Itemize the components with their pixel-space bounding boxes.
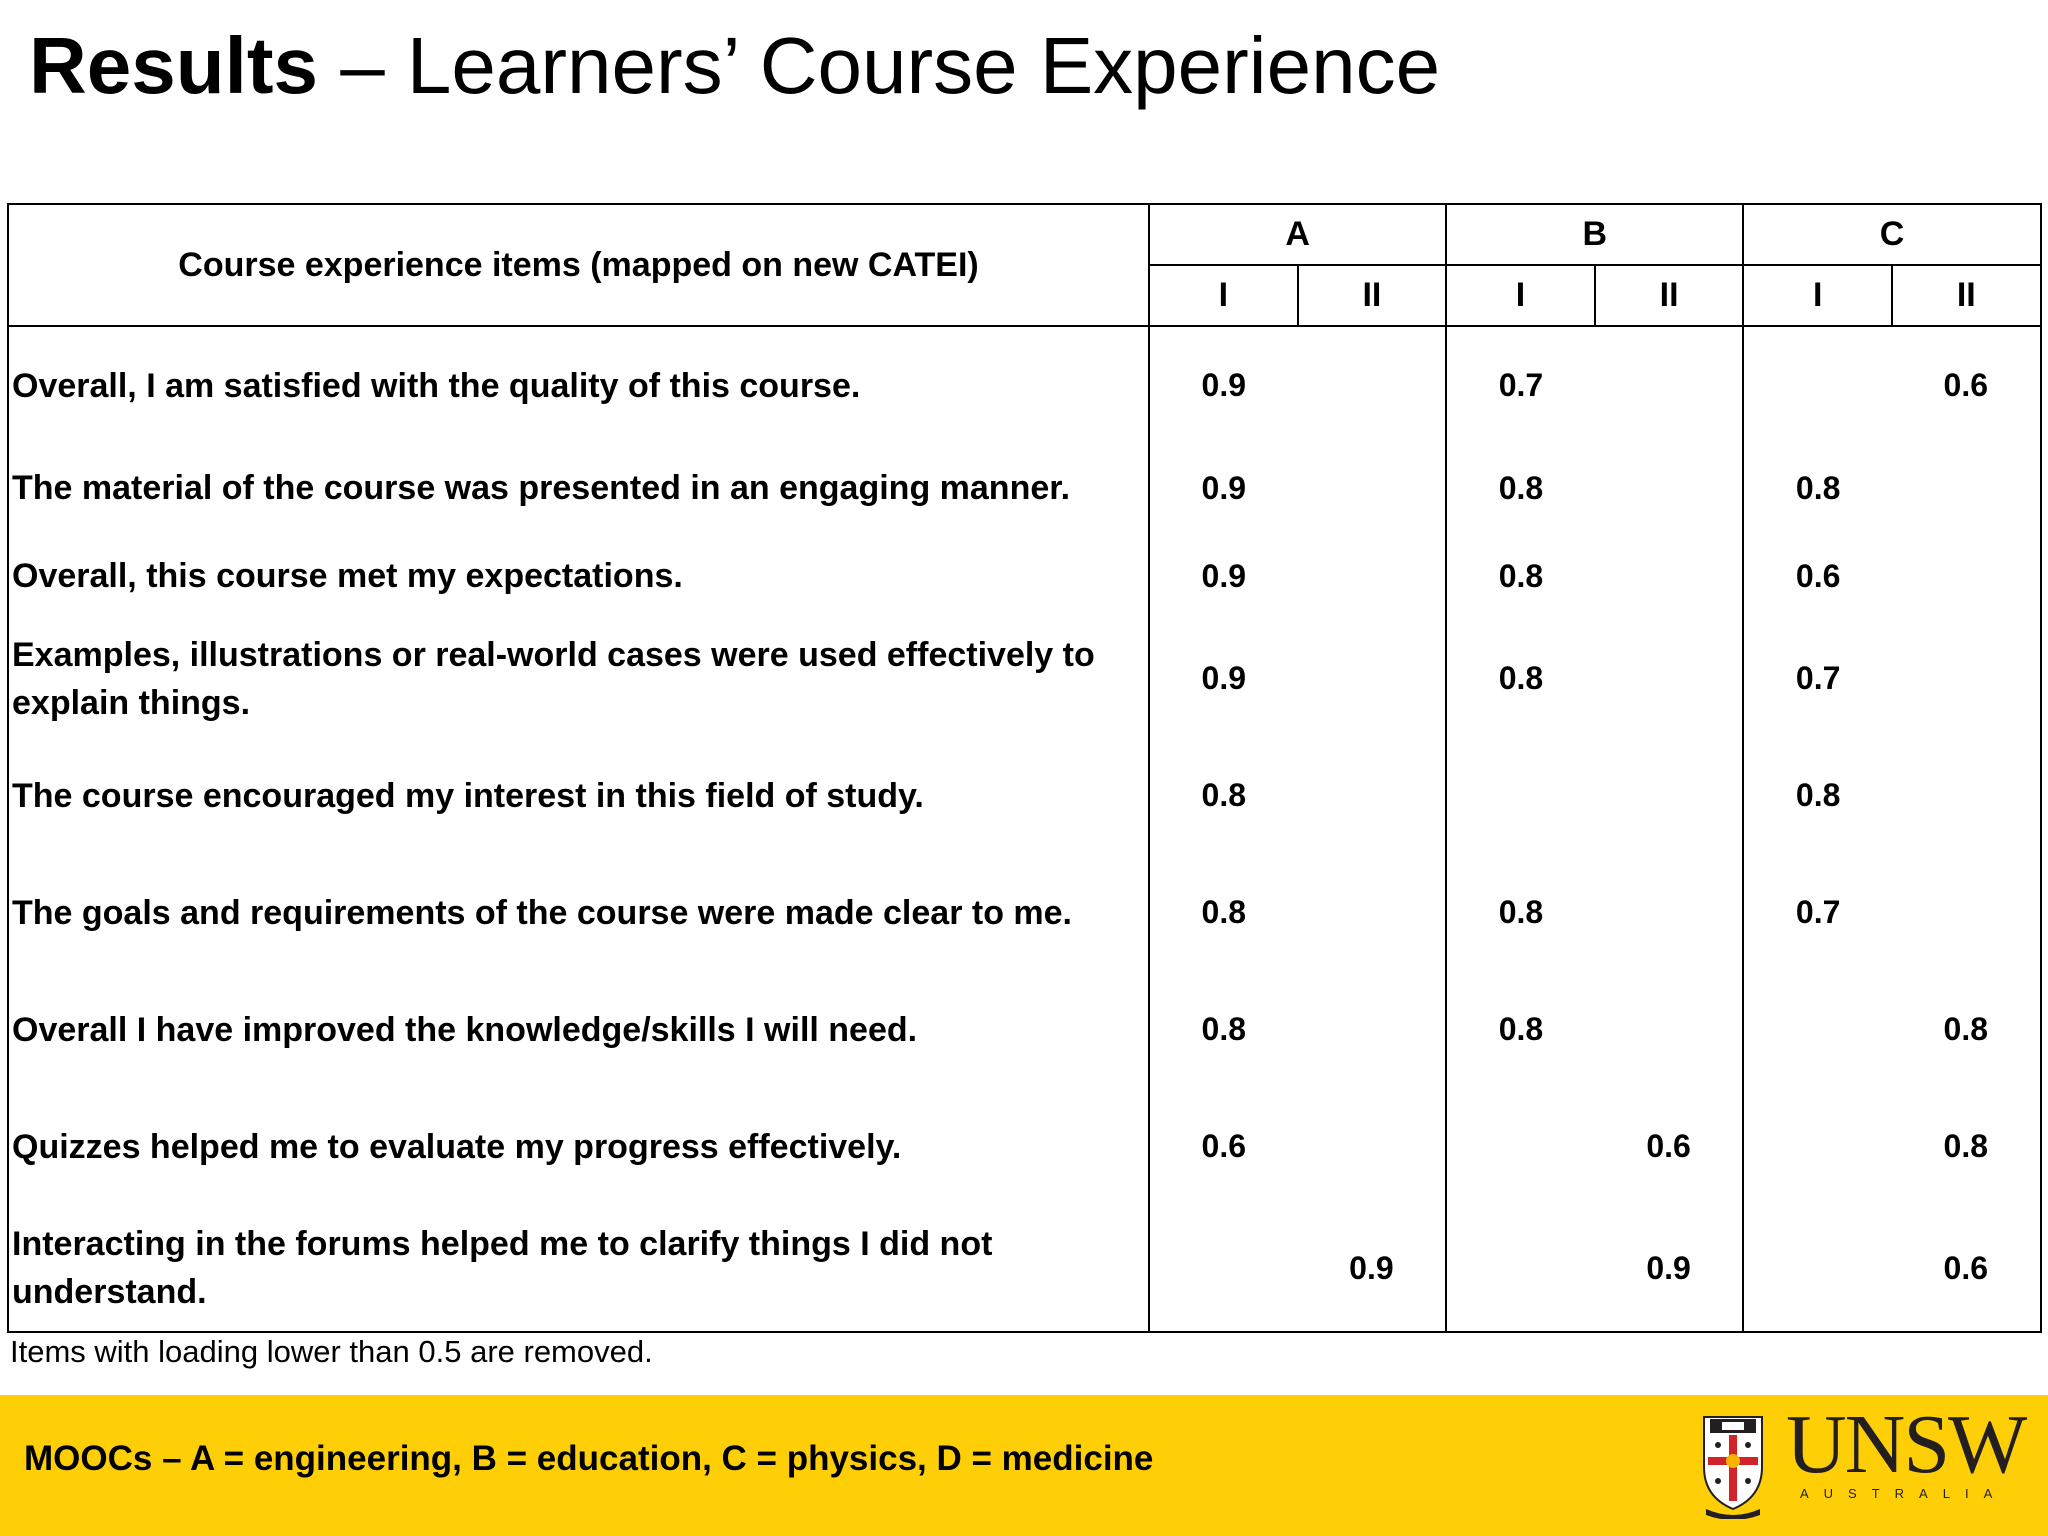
loading-value	[1891, 532, 2042, 620]
loading-value	[1446, 737, 1595, 854]
table-row: The material of the course was presented…	[7, 444, 2042, 532]
loading-value	[1297, 1088, 1448, 1205]
subheader-c-ii: II	[1890, 264, 2042, 327]
loading-value	[1297, 532, 1448, 620]
loading-value	[1297, 620, 1448, 737]
loading-value	[1594, 737, 1745, 854]
loading-value: 0.7	[1795, 894, 1841, 930]
unsw-wordmark-sub: AUSTRALIA	[1800, 1486, 2008, 1501]
loading-value: 0.6	[1891, 326, 2042, 444]
footnote: Items with loading lower than 0.5 are re…	[10, 1334, 653, 1369]
loading-value: 0.9	[1594, 1205, 1745, 1333]
unsw-crest-icon	[1703, 1416, 1763, 1519]
subheader-a-i: I	[1148, 264, 1299, 327]
subheader-a-ii: II	[1296, 264, 1448, 327]
group-header-c: C	[1742, 203, 2042, 266]
loading-value: 0.9	[1297, 1205, 1448, 1333]
page-title: Results – Learners’ Course Experience	[29, 18, 1440, 114]
loading-value	[1297, 444, 1448, 532]
loading-value: 0.7	[1498, 367, 1544, 403]
loading-value: 0.9	[1201, 469, 1247, 506]
loading-value: 0.8	[1201, 777, 1247, 813]
loading-value	[1743, 326, 1892, 444]
loading-value	[1297, 737, 1448, 854]
loading-value	[1743, 1088, 1892, 1205]
table-row: Overall, I am satisfied with the quality…	[7, 326, 2042, 444]
table-row: Overall I have improved the knowledge/sk…	[7, 971, 2042, 1088]
loading-value: 0.7	[1795, 660, 1841, 696]
subheader-b-ii: II	[1593, 264, 1745, 327]
loading-value: 0.8	[1498, 660, 1544, 696]
loading-value: 0.9	[1201, 660, 1247, 696]
course-experience-table: Course experience items (mapped on new C…	[7, 203, 2042, 1333]
table-row: Interacting in the forums helped me to c…	[7, 1205, 2042, 1333]
loading-value: 0.8	[1201, 1011, 1247, 1047]
item-label: Overall, this course met my expectations…	[7, 532, 1150, 620]
loading-value: 0.8	[1891, 1088, 2042, 1205]
item-label: Interacting in the forums helped me to c…	[7, 1205, 1150, 1333]
item-label: Overall, I am satisfied with the quality…	[7, 326, 1150, 444]
item-label: The course encouraged my interest in thi…	[7, 737, 1150, 854]
page-title-bold: Results	[29, 21, 318, 110]
unsw-wordmark: UNSW	[1786, 1398, 2027, 1491]
loading-value: 0.9	[1201, 557, 1247, 594]
item-label: Overall I have improved the knowledge/sk…	[7, 971, 1150, 1088]
table-row: The course encouraged my interest in thi…	[7, 737, 2042, 854]
loading-value: 0.6	[1201, 1128, 1247, 1164]
item-label: The goals and requirements of the course…	[7, 854, 1150, 971]
loading-value	[1743, 971, 1892, 1088]
loading-value	[1446, 1205, 1595, 1333]
loading-value	[1594, 444, 1745, 532]
loading-value: 0.8	[1891, 971, 2042, 1088]
loading-value: 0.8	[1795, 469, 1841, 506]
loading-value	[1891, 737, 2042, 854]
loading-value	[1594, 971, 1745, 1088]
loading-value	[1594, 532, 1745, 620]
table-row: Overall, this course met my expectations…	[7, 532, 2042, 620]
loading-value	[1891, 854, 2042, 971]
page-title-rest: – Learners’ Course Experience	[317, 21, 1441, 110]
item-label: Quizzes helped me to evaluate my progres…	[7, 1088, 1150, 1205]
item-label: The material of the course was presented…	[7, 444, 1150, 532]
item-label: Examples, illustrations or real-world ca…	[7, 620, 1150, 737]
loading-value: 0.8	[1498, 1011, 1544, 1047]
loading-value	[1594, 854, 1745, 971]
loading-value	[1743, 1205, 1892, 1333]
subheader-c-i: I	[1742, 264, 1893, 327]
table-row: Quizzes helped me to evaluate my progres…	[7, 1088, 2042, 1205]
loading-value	[1891, 620, 2042, 737]
loading-value	[1297, 326, 1448, 444]
loading-value	[1297, 854, 1448, 971]
loading-value: 0.6	[1891, 1205, 2042, 1333]
loading-value: 0.8	[1795, 777, 1841, 813]
group-header-a: A	[1147, 203, 1448, 266]
loading-value: 0.8	[1498, 557, 1544, 594]
footer-bar: MOOCs – A = engineering, B = education, …	[0, 1395, 2048, 1536]
loading-value	[1297, 971, 1448, 1088]
group-header-b: B	[1445, 203, 1745, 266]
table-row: The goals and requirements of the course…	[7, 854, 2042, 971]
loading-value: 0.6	[1594, 1088, 1745, 1205]
footer-legend: MOOCs – A = engineering, B = education, …	[24, 1439, 1154, 1478]
loading-value	[1891, 444, 2042, 532]
loading-value: 0.8	[1498, 469, 1544, 506]
loading-value: 0.8	[1201, 894, 1247, 930]
loading-value: 0.6	[1795, 557, 1841, 594]
loading-value	[1149, 1205, 1298, 1333]
item-column-header: Course experience items (mapped on new C…	[7, 203, 1150, 327]
loading-value: 0.9	[1201, 367, 1247, 403]
loading-value	[1446, 1088, 1595, 1205]
loading-value	[1594, 620, 1745, 737]
subheader-b-i: I	[1445, 264, 1596, 327]
loading-value: 0.8	[1498, 894, 1544, 930]
table-row: Examples, illustrations or real-world ca…	[7, 620, 2042, 737]
loading-value	[1594, 326, 1745, 444]
